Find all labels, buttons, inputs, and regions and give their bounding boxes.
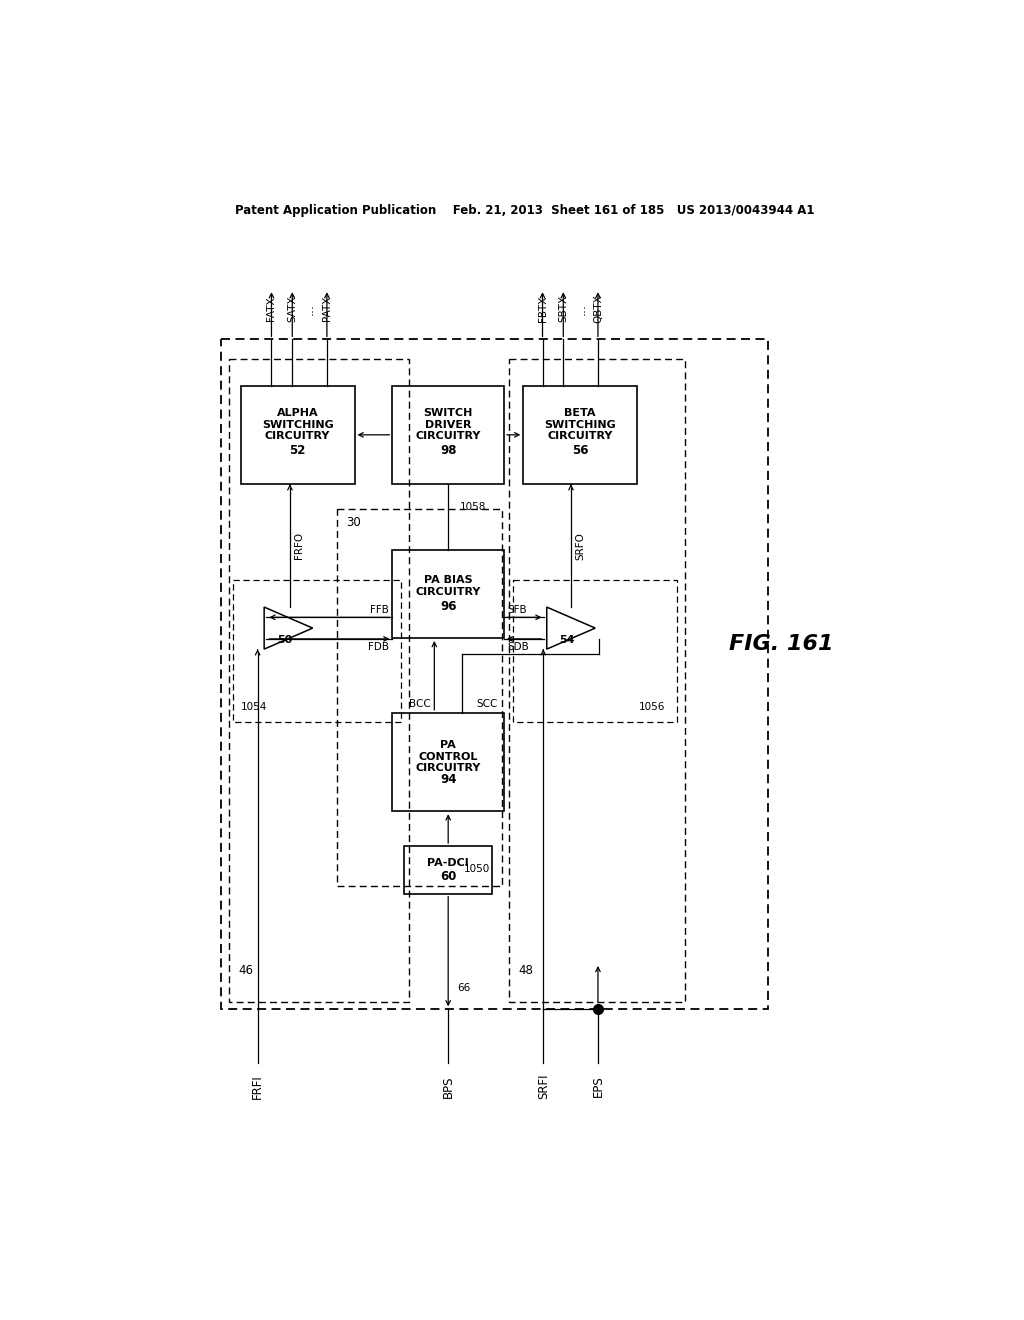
Text: SATX: SATX <box>288 296 297 322</box>
Text: FRFI: FRFI <box>251 1074 264 1098</box>
Text: 52: 52 <box>290 444 306 457</box>
Text: 46: 46 <box>239 964 253 977</box>
Text: PA BIAS: PA BIAS <box>424 576 472 585</box>
Text: CIRCUITRY: CIRCUITRY <box>265 432 331 441</box>
Text: 94: 94 <box>440 774 457 787</box>
Bar <box>229 359 409 1002</box>
Text: SWITCH: SWITCH <box>424 408 473 418</box>
Bar <box>392 713 504 812</box>
Text: DRIVER: DRIVER <box>425 420 471 430</box>
Text: SDB: SDB <box>508 642 529 652</box>
Bar <box>392 385 504 484</box>
Text: SFB: SFB <box>508 605 527 615</box>
Text: ...: ... <box>574 302 588 314</box>
Text: SRFO: SRFO <box>575 532 586 560</box>
Text: CIRCUITRY: CIRCUITRY <box>416 763 481 774</box>
Text: CIRCUITRY: CIRCUITRY <box>416 586 481 597</box>
Bar <box>403 846 493 894</box>
Text: 50: 50 <box>276 635 292 645</box>
Text: BCC: BCC <box>409 698 430 709</box>
Text: ...: ... <box>303 302 315 314</box>
Bar <box>233 581 400 722</box>
Text: SWITCHING: SWITCHING <box>545 420 616 430</box>
Text: BPS: BPS <box>441 1074 455 1097</box>
Text: SCC: SCC <box>476 698 498 709</box>
Text: 1050: 1050 <box>464 865 489 874</box>
Bar <box>513 581 677 722</box>
Text: 1058: 1058 <box>460 502 486 512</box>
Text: 98: 98 <box>440 444 457 457</box>
Text: 56: 56 <box>572 444 589 457</box>
Text: PATX: PATX <box>322 296 332 321</box>
Text: 1054: 1054 <box>241 702 267 711</box>
Text: 66: 66 <box>458 982 471 993</box>
Text: FFB: FFB <box>370 605 388 615</box>
Text: EPS: EPS <box>592 1076 604 1097</box>
Text: CONTROL: CONTROL <box>419 751 478 762</box>
Bar <box>523 385 637 484</box>
Bar <box>221 339 768 1010</box>
Bar <box>509 359 685 1002</box>
Text: 60: 60 <box>440 870 457 883</box>
Text: SRFI: SRFI <box>537 1073 550 1100</box>
Text: 1056: 1056 <box>639 702 666 711</box>
Text: Patent Application Publication    Feb. 21, 2013  Sheet 161 of 185   US 2013/0043: Patent Application Publication Feb. 21, … <box>236 205 814 218</box>
Text: QBTX: QBTX <box>593 294 603 323</box>
Text: 54: 54 <box>559 635 574 645</box>
Text: FDB: FDB <box>368 642 388 652</box>
Text: FBTX: FBTX <box>538 296 548 322</box>
Text: 30: 30 <box>346 516 360 529</box>
Text: SWITCHING: SWITCHING <box>262 420 334 430</box>
Text: 48: 48 <box>518 964 534 977</box>
Bar <box>241 385 354 484</box>
Bar <box>337 508 503 886</box>
Text: SBTX: SBTX <box>558 294 568 322</box>
Text: PA-DCI: PA-DCI <box>427 858 469 869</box>
Text: FATX: FATX <box>266 296 276 321</box>
Text: PA: PA <box>440 741 456 750</box>
Text: FRFO: FRFO <box>294 532 304 560</box>
Text: BETA: BETA <box>564 408 596 418</box>
Bar <box>392 549 504 638</box>
Text: 96: 96 <box>440 599 457 612</box>
Text: ALPHA: ALPHA <box>276 408 318 418</box>
Text: CIRCUITRY: CIRCUITRY <box>548 432 613 441</box>
Text: FIG. 161: FIG. 161 <box>729 634 834 653</box>
Text: CIRCUITRY: CIRCUITRY <box>416 432 481 441</box>
